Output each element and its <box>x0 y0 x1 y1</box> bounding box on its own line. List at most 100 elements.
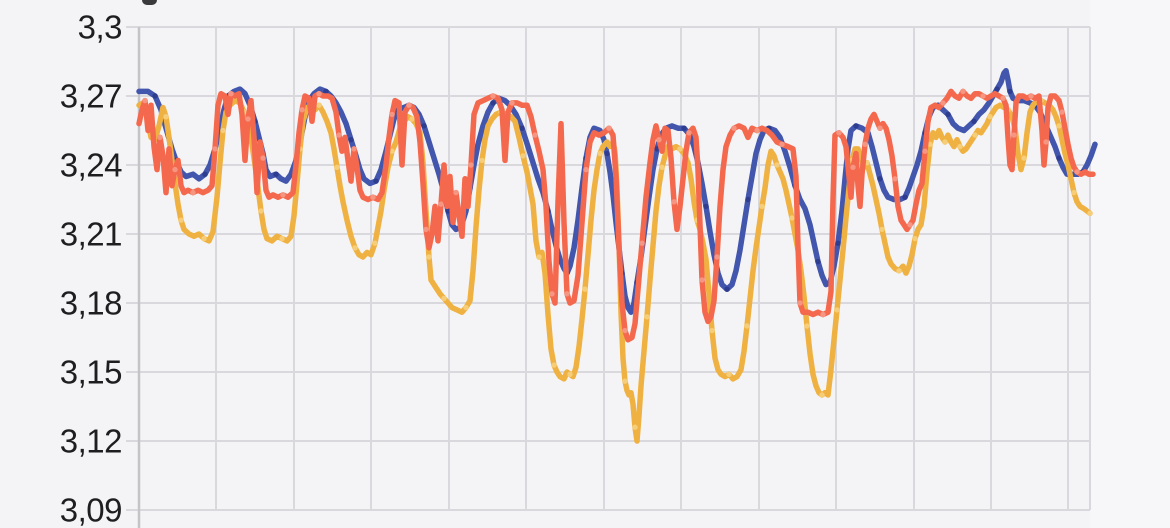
data-marker-red <box>656 137 662 143</box>
data-marker-yellow <box>426 254 432 260</box>
data-marker-yellow <box>220 127 226 134</box>
data-marker-red <box>142 97 148 104</box>
data-marker-red <box>862 141 868 147</box>
data-marker-blue <box>1007 88 1013 95</box>
data-marker-red <box>731 125 737 131</box>
data-marker-red <box>671 199 677 205</box>
data-marker-red <box>699 277 705 283</box>
data-marker-yellow <box>659 164 665 170</box>
data-marker-yellow <box>896 268 902 274</box>
data-marker-yellow <box>597 150 603 157</box>
data-marker-red <box>1059 109 1065 115</box>
data-marker-yellow <box>1056 123 1062 129</box>
data-marker-red <box>1074 169 1080 175</box>
data-marker-blue <box>945 111 951 118</box>
data-marker-red <box>1011 132 1017 138</box>
data-marker-yellow <box>632 424 638 430</box>
data-marker-yellow <box>957 143 963 150</box>
data-marker-yellow <box>879 226 885 233</box>
data-marker-red <box>797 300 803 306</box>
data-marker-yellow <box>409 116 415 122</box>
data-marker-yellow <box>178 217 184 223</box>
data-marker-blue <box>745 196 751 203</box>
data-marker-yellow <box>644 314 650 320</box>
data-marker-red <box>980 93 986 99</box>
data-marker-yellow <box>987 114 993 120</box>
data-marker-red <box>1000 95 1006 102</box>
data-marker-red <box>779 141 785 147</box>
data-marker-red <box>157 134 163 141</box>
data-marker-blue <box>971 118 977 125</box>
data-marker-red <box>468 162 474 168</box>
data-marker-blue <box>273 171 279 177</box>
data-marker-blue <box>1056 155 1062 161</box>
data-marker-red <box>606 125 612 131</box>
data-marker-red <box>260 155 266 161</box>
data-marker-yellow <box>744 323 750 329</box>
data-marker-red <box>892 176 898 182</box>
data-marker-red <box>423 226 429 233</box>
data-marker-blue <box>815 258 821 265</box>
data-marker-yellow <box>726 371 732 377</box>
data-marker-red <box>850 164 856 170</box>
data-marker-red <box>509 100 515 106</box>
data-marker-blue <box>490 100 496 106</box>
data-marker-yellow <box>479 157 485 164</box>
data-marker-yellow <box>258 208 264 214</box>
data-marker-blue <box>152 93 158 99</box>
data-marker-yellow <box>163 114 169 120</box>
data-marker-yellow <box>774 162 780 168</box>
data-marker-red <box>336 132 342 138</box>
data-marker-yellow <box>1087 210 1093 216</box>
data-marker-red <box>583 166 589 173</box>
data-marker-yellow <box>316 102 322 108</box>
data-marker-yellow <box>927 141 933 147</box>
data-marker-red <box>714 254 720 260</box>
data-marker-yellow <box>622 378 628 384</box>
data-marker-yellow <box>567 371 573 377</box>
data-marker-yellow <box>677 146 683 152</box>
data-marker-red <box>389 111 395 118</box>
series-line-yellow <box>136 97 1093 444</box>
data-marker-red <box>922 148 928 154</box>
data-marker-blue <box>604 150 610 157</box>
data-marker-red <box>754 127 760 134</box>
data-marker-red <box>299 107 305 113</box>
data-marker-red <box>228 91 234 97</box>
data-marker-red <box>316 91 322 97</box>
data-marker-yellow <box>709 327 715 334</box>
data-marker-blue <box>681 125 687 131</box>
data-marker-red <box>438 201 444 207</box>
data-marker-red <box>370 194 376 200</box>
data-marker-blue <box>703 203 709 210</box>
data-marker-blue <box>853 123 859 129</box>
data-marker-red <box>406 102 412 108</box>
data-marker-yellow <box>582 286 588 292</box>
data-marker-blue <box>421 123 427 129</box>
data-marker-blue <box>519 125 525 131</box>
data-marker-red <box>639 240 645 246</box>
clipped-header-fragment <box>142 0 157 5</box>
data-marker-yellow <box>834 307 840 313</box>
data-marker-red <box>351 146 357 152</box>
data-marker-blue <box>724 286 730 292</box>
data-marker-yellow <box>536 254 542 260</box>
data-marker-yellow <box>520 153 526 159</box>
data-marker-red <box>622 327 628 334</box>
data-marker-blue <box>348 137 354 143</box>
data-marker-yellow <box>201 235 207 242</box>
data-marker-yellow <box>819 392 825 398</box>
data-marker-red <box>1043 139 1049 145</box>
data-marker-red <box>172 166 178 173</box>
data-marker-yellow <box>972 132 978 138</box>
data-marker-yellow <box>279 235 285 242</box>
data-marker-blue <box>445 208 451 214</box>
data-marker-red <box>532 132 538 138</box>
data-marker-yellow <box>389 148 395 154</box>
data-marker-blue <box>877 176 883 182</box>
data-marker-yellow <box>759 203 765 210</box>
data-marker-red <box>190 189 196 196</box>
data-marker-yellow <box>789 215 795 221</box>
